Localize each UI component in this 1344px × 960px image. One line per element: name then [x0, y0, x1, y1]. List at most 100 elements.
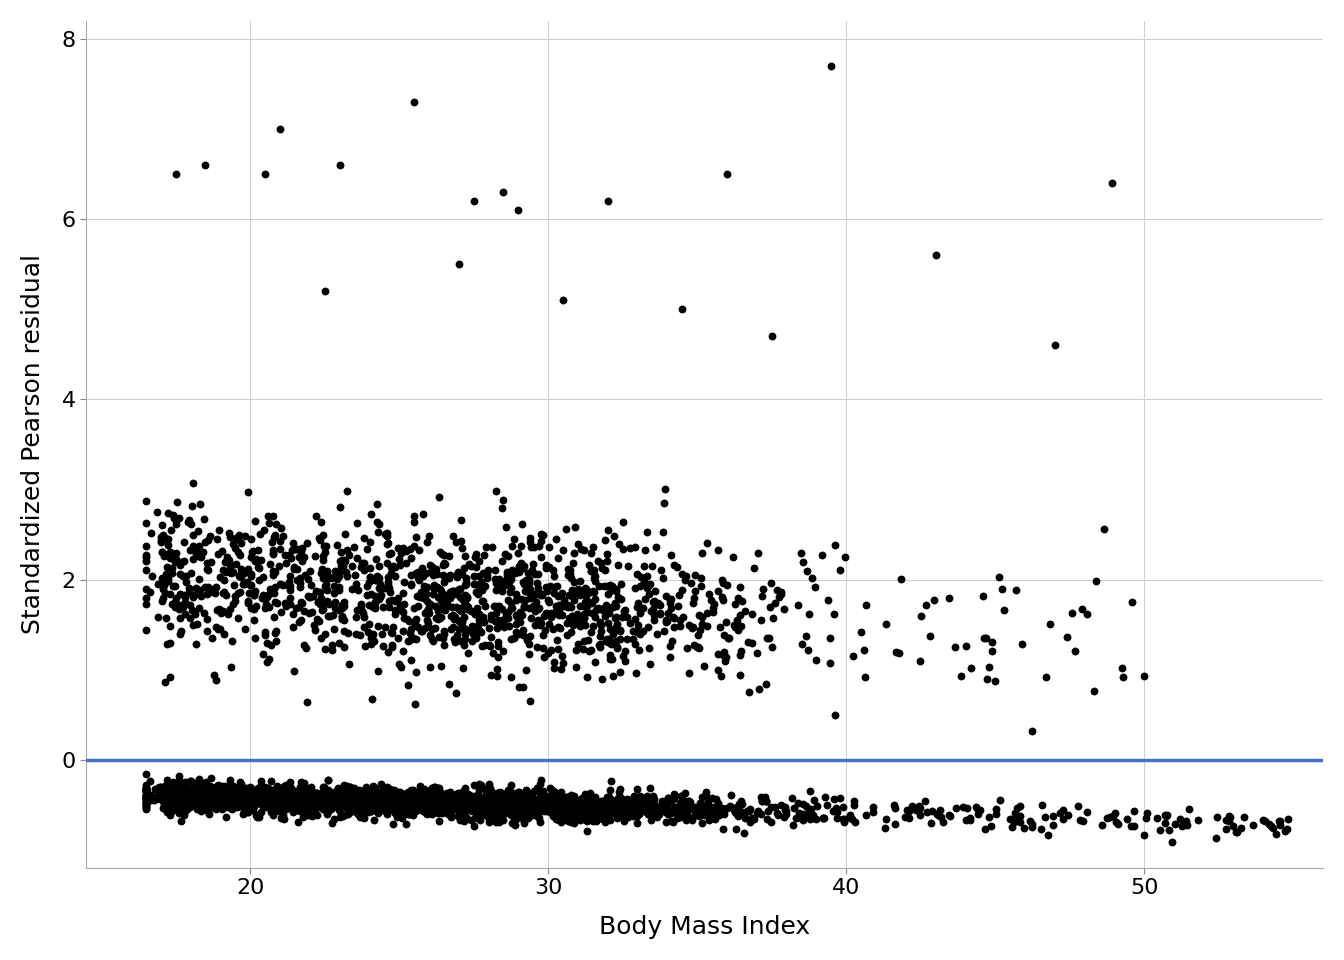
Point — [516, 799, 538, 814]
Point — [437, 806, 458, 822]
Point — [927, 807, 949, 823]
Point — [180, 797, 202, 812]
Point — [517, 646, 539, 661]
Point — [1107, 816, 1129, 831]
Point — [309, 797, 331, 812]
Point — [348, 784, 370, 800]
Point — [300, 786, 321, 802]
Point — [163, 793, 184, 808]
Point — [620, 804, 641, 819]
Point — [573, 598, 594, 613]
Point — [253, 522, 274, 538]
Point — [461, 795, 482, 810]
Point — [351, 603, 372, 618]
Point — [421, 794, 442, 809]
Point — [339, 657, 360, 672]
Point — [485, 583, 507, 598]
Point — [194, 512, 215, 527]
Point — [450, 797, 472, 812]
Point — [609, 623, 630, 638]
Point — [688, 804, 710, 819]
Point — [458, 794, 480, 809]
Point — [152, 793, 173, 808]
Point — [191, 791, 212, 806]
Point — [696, 802, 718, 817]
Point — [161, 789, 183, 804]
Point — [340, 803, 362, 818]
Point — [843, 793, 864, 808]
Point — [210, 569, 231, 585]
Point — [316, 789, 337, 804]
Y-axis label: Standardized Pearson residual: Standardized Pearson residual — [22, 254, 44, 635]
Point — [254, 790, 276, 805]
Point — [176, 802, 198, 817]
Point — [691, 616, 712, 632]
Point — [401, 794, 422, 809]
Point — [515, 802, 536, 817]
Point — [429, 792, 450, 807]
Point — [753, 581, 774, 596]
Point — [554, 797, 575, 812]
Point — [341, 582, 363, 597]
Point — [532, 588, 554, 603]
Point — [484, 613, 505, 629]
Point — [388, 790, 410, 805]
Point — [202, 788, 223, 804]
Point — [429, 785, 450, 801]
Point — [439, 621, 461, 636]
Point — [353, 795, 375, 810]
Point — [696, 795, 718, 810]
Point — [261, 637, 282, 653]
Point — [360, 794, 382, 809]
Point — [415, 792, 437, 807]
Point — [430, 601, 452, 616]
Point — [306, 785, 328, 801]
Point — [222, 798, 243, 813]
Point — [351, 793, 372, 808]
Point — [267, 793, 289, 808]
Point — [238, 793, 259, 808]
Point — [519, 530, 540, 545]
Point — [220, 787, 242, 803]
Point — [817, 592, 839, 608]
Point — [770, 584, 792, 599]
Point — [347, 789, 368, 804]
Point — [341, 558, 363, 573]
Point — [235, 791, 257, 806]
Point — [234, 790, 255, 805]
Point — [586, 798, 607, 813]
Point — [387, 590, 409, 606]
Point — [417, 796, 438, 811]
Point — [531, 792, 552, 807]
Point — [314, 544, 336, 560]
Point — [251, 789, 273, 804]
Point — [200, 780, 222, 796]
Point — [425, 788, 446, 804]
Point — [539, 798, 560, 813]
Point — [167, 779, 188, 794]
Point — [464, 606, 485, 621]
Point — [274, 789, 296, 804]
Point — [407, 785, 429, 801]
Point — [164, 554, 185, 569]
Point — [417, 798, 438, 813]
Point — [1269, 813, 1290, 828]
Point — [301, 790, 323, 805]
Point — [1005, 582, 1027, 597]
Point — [599, 636, 621, 652]
Point — [450, 604, 472, 619]
Point — [134, 622, 156, 637]
Point — [337, 625, 359, 640]
Point — [527, 803, 548, 818]
Point — [271, 781, 293, 797]
Point — [839, 807, 860, 823]
Point — [370, 787, 391, 803]
Point — [368, 793, 390, 808]
Point — [590, 797, 612, 812]
Point — [727, 612, 749, 628]
Point — [609, 537, 630, 552]
Point — [134, 790, 156, 805]
Point — [598, 632, 620, 647]
Point — [203, 788, 224, 804]
Point — [582, 595, 603, 611]
